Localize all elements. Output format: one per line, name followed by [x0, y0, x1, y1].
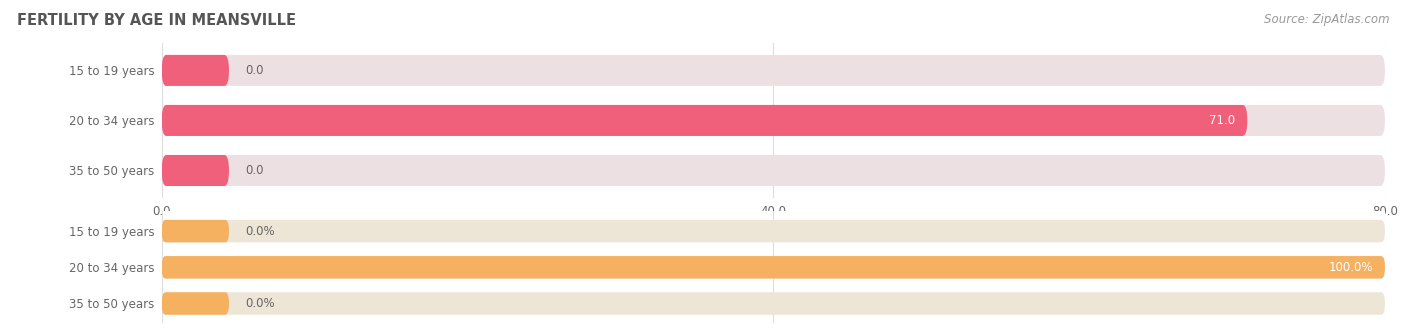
FancyBboxPatch shape — [162, 256, 1385, 279]
Text: 0.0%: 0.0% — [245, 297, 274, 310]
FancyBboxPatch shape — [162, 105, 1247, 136]
FancyBboxPatch shape — [162, 292, 229, 315]
FancyBboxPatch shape — [162, 292, 1385, 315]
FancyBboxPatch shape — [162, 256, 1385, 279]
FancyBboxPatch shape — [162, 155, 1385, 186]
FancyBboxPatch shape — [162, 55, 1385, 86]
FancyBboxPatch shape — [162, 220, 229, 242]
Text: 0.0%: 0.0% — [245, 225, 274, 238]
Text: Source: ZipAtlas.com: Source: ZipAtlas.com — [1264, 13, 1389, 26]
Text: 0.0: 0.0 — [245, 164, 263, 177]
FancyBboxPatch shape — [162, 220, 1385, 242]
Text: 0.0: 0.0 — [245, 64, 263, 77]
FancyBboxPatch shape — [162, 155, 229, 186]
Text: FERTILITY BY AGE IN MEANSVILLE: FERTILITY BY AGE IN MEANSVILLE — [17, 13, 295, 28]
Text: 100.0%: 100.0% — [1329, 261, 1372, 274]
FancyBboxPatch shape — [162, 55, 229, 86]
FancyBboxPatch shape — [162, 105, 1385, 136]
Text: 71.0: 71.0 — [1209, 114, 1234, 127]
